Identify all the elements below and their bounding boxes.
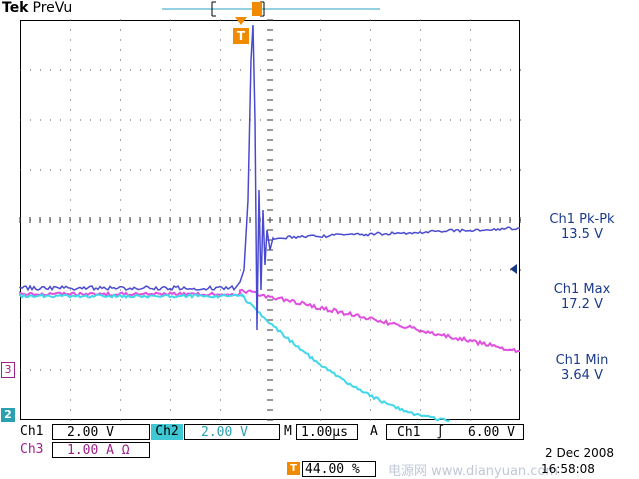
ch2-ground-marker[interactable]: 2 [1, 408, 15, 422]
ch3-ground-marker[interactable]: 3 [1, 362, 15, 378]
ch1-scale[interactable]: 2.00 V [52, 424, 150, 440]
ch3-scale[interactable]: 1.00 A Ω [52, 442, 150, 458]
trigger-label: A [370, 424, 378, 439]
measurement-pkpk: Ch1 Pk-Pk 13.5 V [527, 212, 637, 242]
trigger-arrow-icon [235, 17, 247, 25]
trigger-level-icon [510, 264, 517, 274]
time-display: 16:58:08 [541, 462, 595, 476]
ch3-waveform [20, 290, 520, 352]
measurement-label: Ch1 Min [527, 353, 637, 368]
trigger-level: 6.00 V [468, 425, 515, 440]
ch2-label[interactable]: Ch2 [151, 424, 183, 440]
trigger-settings[interactable]: Ch1 ∫ 6.00 V [386, 424, 524, 440]
ch2-scale[interactable]: 2.00 V [184, 424, 280, 440]
ch2-waveform [20, 295, 450, 422]
measurement-value: 3.64 V [527, 368, 637, 383]
trigger-slope-icon: ∫ [436, 425, 444, 440]
timebase-scale[interactable]: 1.00µs [296, 424, 358, 440]
measurement-label: Ch1 Max [527, 282, 637, 297]
trigger-position-label-icon: T [287, 462, 300, 475]
measurement-label: Ch1 Pk-Pk [527, 212, 637, 227]
trigger-source: Ch1 [397, 425, 420, 440]
timebase-label: M [284, 424, 292, 439]
measurement-min: Ch1 Min 3.64 V [527, 353, 637, 383]
trigger-position-value[interactable]: 44.00 % [302, 461, 376, 477]
measurement-value: 13.5 V [527, 227, 637, 242]
center-ticks [20, 20, 520, 420]
measurement-max: Ch1 Max 17.2 V [527, 282, 637, 312]
trigger-position-icon[interactable]: T [233, 28, 249, 44]
measurement-value: 17.2 V [527, 297, 637, 312]
watermark: 电源网 www.dianyuan.com [388, 460, 558, 479]
ch3-label[interactable]: Ch3 [20, 442, 43, 457]
date-display: 2 Dec 2008 [545, 446, 614, 460]
ch1-waveform [20, 25, 520, 330]
ch1-label[interactable]: Ch1 [20, 424, 43, 439]
